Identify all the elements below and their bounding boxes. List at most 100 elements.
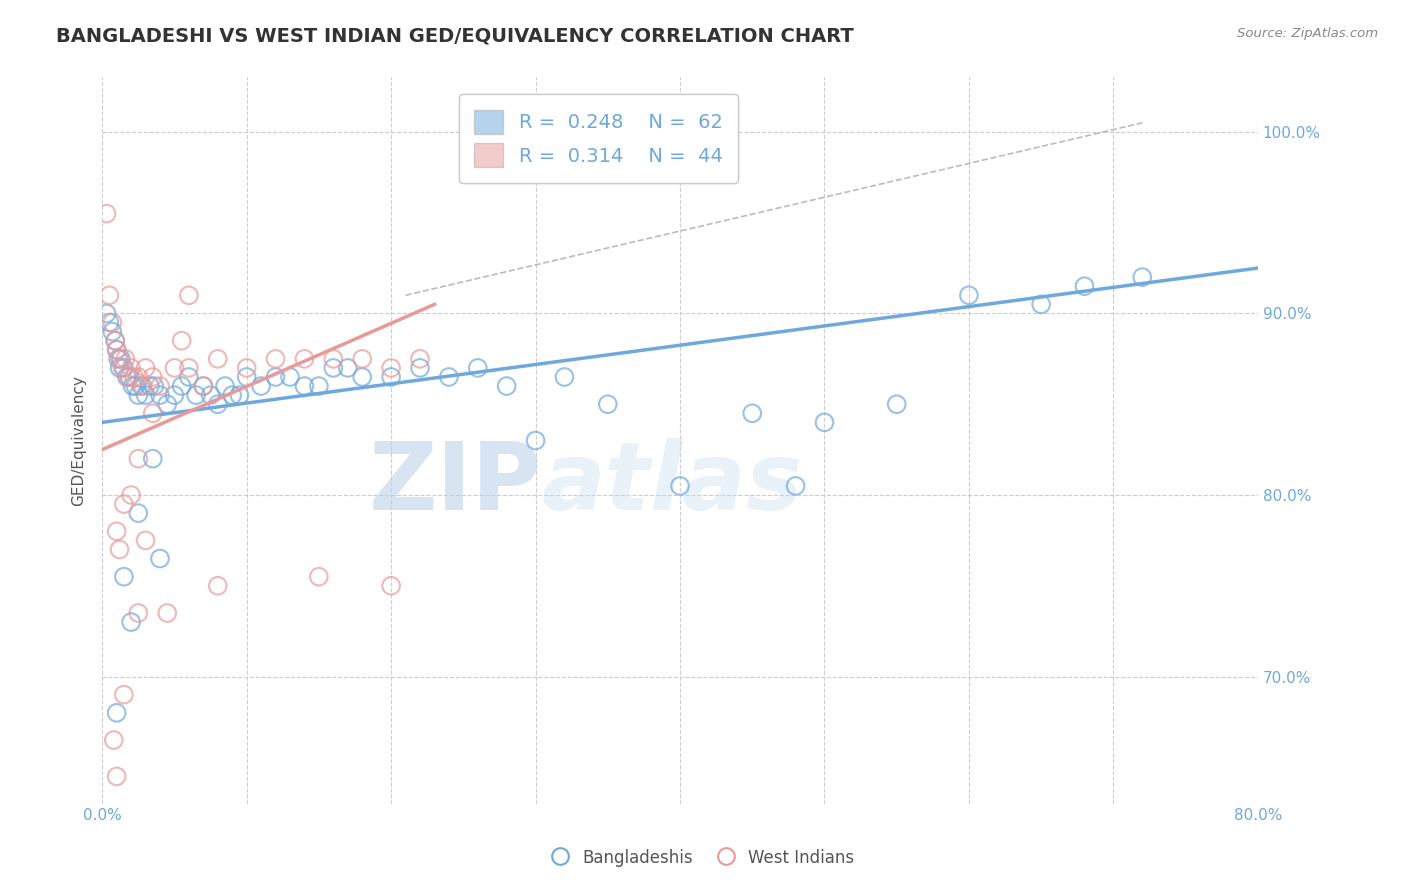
Point	[524, 434, 547, 448]
Point	[107, 351, 129, 366]
Point	[193, 379, 215, 393]
Point	[112, 570, 135, 584]
Point	[278, 370, 301, 384]
Point	[1031, 297, 1053, 311]
Point	[110, 351, 132, 366]
Point	[104, 334, 127, 348]
Point	[163, 388, 186, 402]
Point	[177, 360, 200, 375]
Point	[142, 451, 165, 466]
Point	[409, 360, 432, 375]
Point	[124, 379, 146, 393]
Point	[785, 479, 807, 493]
Point	[163, 360, 186, 375]
Point	[127, 451, 149, 466]
Point	[121, 379, 143, 393]
Point	[184, 388, 207, 402]
Point	[108, 351, 131, 366]
Point	[235, 360, 257, 375]
Text: BANGLADESHI VS WEST INDIAN GED/EQUIVALENCY CORRELATION CHART: BANGLADESHI VS WEST INDIAN GED/EQUIVALEN…	[56, 27, 853, 45]
Point	[170, 379, 193, 393]
Point	[214, 379, 236, 393]
Point	[250, 379, 273, 393]
Point	[105, 706, 128, 720]
Point	[115, 370, 138, 384]
Point	[380, 579, 402, 593]
Point	[669, 479, 692, 493]
Text: ZIP: ZIP	[368, 438, 541, 530]
Point	[177, 288, 200, 302]
Point	[135, 533, 157, 548]
Point	[120, 360, 142, 375]
Point	[741, 406, 763, 420]
Point	[409, 351, 432, 366]
Point	[813, 416, 835, 430]
Point	[308, 570, 330, 584]
Point	[886, 397, 908, 411]
Point	[264, 351, 287, 366]
Point	[143, 379, 166, 393]
Point	[127, 388, 149, 402]
Point	[98, 288, 121, 302]
Point	[336, 360, 359, 375]
Point	[112, 497, 135, 511]
Point	[139, 379, 162, 393]
Point	[142, 406, 165, 420]
Point	[111, 360, 134, 375]
Text: Source: ZipAtlas.com: Source: ZipAtlas.com	[1237, 27, 1378, 40]
Point	[380, 360, 402, 375]
Point	[101, 316, 124, 330]
Point	[437, 370, 460, 384]
Legend: Bangladeshis, West Indians: Bangladeshis, West Indians	[546, 841, 860, 875]
Point	[127, 370, 149, 384]
Point	[156, 606, 179, 620]
Point	[322, 351, 344, 366]
Point	[108, 360, 131, 375]
Point	[149, 551, 172, 566]
Point	[352, 351, 374, 366]
Point	[1073, 279, 1095, 293]
Point	[96, 206, 118, 220]
Point	[112, 688, 135, 702]
Point	[135, 360, 157, 375]
Point	[957, 288, 980, 302]
Point	[127, 606, 149, 620]
Point	[170, 334, 193, 348]
Point	[105, 524, 128, 539]
Point	[135, 388, 157, 402]
Point	[200, 388, 222, 402]
Point	[264, 370, 287, 384]
Point	[104, 334, 127, 348]
Point	[101, 325, 124, 339]
Point	[352, 370, 374, 384]
Legend: R =  0.248    N =  62, R =  0.314    N =  44: R = 0.248 N = 62, R = 0.314 N = 44	[458, 95, 738, 183]
Point	[467, 360, 489, 375]
Point	[129, 379, 152, 393]
Point	[553, 370, 575, 384]
Point	[193, 379, 215, 393]
Point	[308, 379, 330, 393]
Point	[131, 379, 153, 393]
Point	[235, 370, 257, 384]
Point	[177, 370, 200, 384]
Point	[120, 615, 142, 629]
Point	[149, 388, 172, 402]
Point	[149, 379, 172, 393]
Point	[96, 306, 118, 320]
Point	[221, 388, 243, 402]
Point	[207, 579, 229, 593]
Point	[380, 370, 402, 384]
Point	[207, 397, 229, 411]
Point	[142, 370, 165, 384]
Point	[596, 397, 619, 411]
Point	[228, 388, 250, 402]
Point	[122, 370, 145, 384]
Y-axis label: GED/Equivalency: GED/Equivalency	[72, 376, 86, 506]
Point	[120, 488, 142, 502]
Point	[495, 379, 517, 393]
Point	[114, 351, 136, 366]
Point	[156, 397, 179, 411]
Point	[105, 343, 128, 357]
Point	[103, 733, 125, 747]
Text: atlas: atlas	[541, 438, 803, 530]
